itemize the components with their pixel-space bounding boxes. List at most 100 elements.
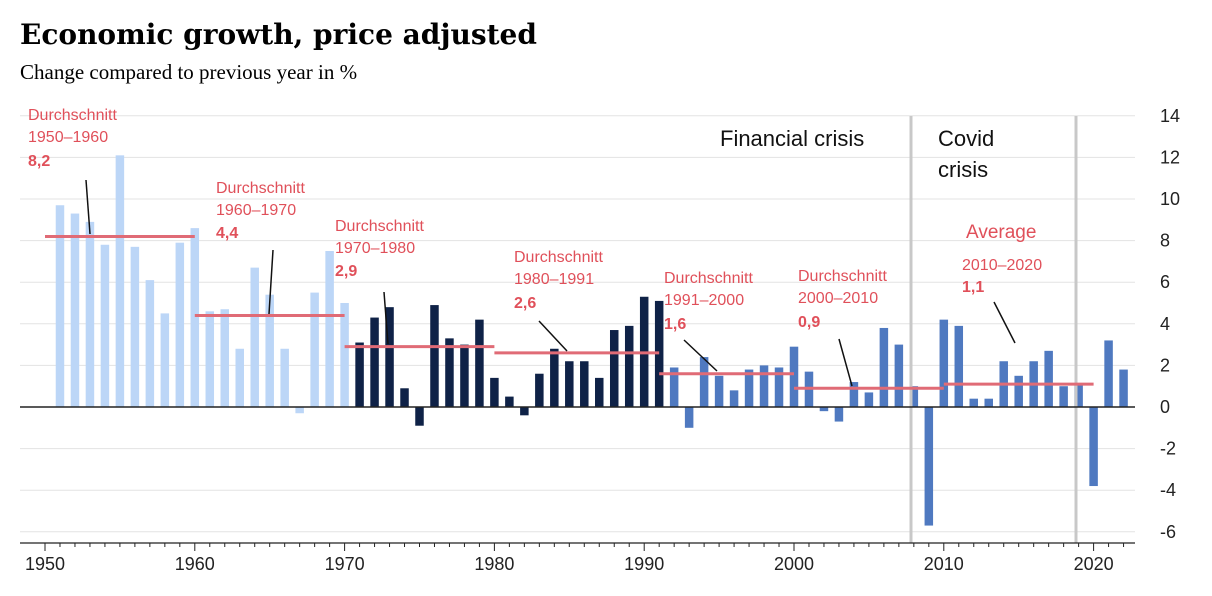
bar-1979 bbox=[475, 319, 484, 407]
bar-1954 bbox=[100, 244, 110, 407]
bar-1970 bbox=[340, 303, 349, 407]
leader-line bbox=[268, 249, 274, 315]
avg-value: 1,1 bbox=[962, 279, 984, 296]
bar-1978 bbox=[460, 344, 469, 407]
bar-1971 bbox=[355, 342, 364, 407]
bar-1985 bbox=[565, 361, 574, 407]
avg-value: 4,4 bbox=[216, 225, 238, 242]
bar-2020 bbox=[1089, 407, 1098, 487]
bar-2003 bbox=[834, 407, 844, 422]
x-tick-label: 2000 bbox=[774, 554, 814, 574]
bar-2005 bbox=[864, 392, 874, 407]
avg-annotation-2000: Durchschnitt 2000–2010 0,9 bbox=[798, 268, 887, 331]
bar-1951 bbox=[55, 205, 65, 407]
bar-2017 bbox=[1044, 350, 1053, 407]
leader-line bbox=[383, 291, 389, 345]
bar-1966 bbox=[280, 348, 289, 407]
bar-1964 bbox=[250, 267, 259, 407]
bar-1983 bbox=[535, 373, 544, 407]
y-tick-label: 10 bbox=[1160, 189, 1180, 209]
bar-1974 bbox=[400, 388, 409, 407]
bar-2012 bbox=[969, 398, 979, 407]
avg-value: 2,9 bbox=[335, 263, 357, 280]
bar-1987 bbox=[595, 377, 604, 407]
bar-2000 bbox=[789, 346, 799, 407]
bar-2006 bbox=[879, 327, 889, 407]
crisis-label-financial: Financial crisis bbox=[720, 126, 864, 151]
bar-1967 bbox=[295, 407, 304, 414]
bar-1986 bbox=[580, 361, 589, 407]
bar-1952 bbox=[70, 213, 80, 407]
bar-2007 bbox=[894, 344, 904, 407]
bar-2015 bbox=[1014, 375, 1023, 407]
bar-1989 bbox=[624, 325, 634, 407]
bar-1997 bbox=[744, 369, 754, 407]
avg-period: 1970–1980 bbox=[335, 240, 415, 257]
bar-1963 bbox=[235, 348, 244, 407]
bar-1961 bbox=[205, 311, 215, 407]
avg-period: 1960–1970 bbox=[216, 202, 296, 219]
avg-value: 1,6 bbox=[664, 316, 686, 333]
x-tick-label: 1970 bbox=[325, 554, 365, 574]
leader-line bbox=[993, 301, 1016, 344]
avg-label: Durchschnitt bbox=[335, 218, 424, 235]
avg-period: 1950–1960 bbox=[28, 129, 108, 146]
bar-1962 bbox=[220, 309, 230, 407]
bar-1959 bbox=[175, 242, 185, 407]
avg-annotation-1970: Durchschnitt 1970–1980 2,9 bbox=[335, 218, 424, 280]
bar-2013 bbox=[984, 398, 993, 407]
bar-2004 bbox=[849, 382, 859, 407]
avg-annotation-2010: Average 2010–2020 1,1 bbox=[962, 222, 1042, 296]
bar-1969 bbox=[325, 251, 334, 407]
bar-1998 bbox=[759, 365, 769, 407]
bar-2008 bbox=[909, 386, 919, 407]
bar-1972 bbox=[370, 317, 379, 407]
bar-1956 bbox=[130, 246, 140, 407]
y-tick-label: 4 bbox=[1160, 314, 1170, 334]
avg-annotation-1960: Durchschnitt 1960–1970 4,4 bbox=[216, 180, 305, 242]
bar-1968 bbox=[310, 292, 319, 407]
avg-value: 0,9 bbox=[798, 314, 820, 331]
avg-label: Durchschnitt bbox=[216, 180, 305, 197]
bar-1981 bbox=[505, 396, 514, 407]
bar-1977 bbox=[445, 338, 454, 407]
bar-1982 bbox=[520, 407, 529, 416]
bar-1957 bbox=[145, 280, 155, 407]
bar-1992 bbox=[669, 367, 679, 407]
average-lines bbox=[45, 234, 1094, 390]
avg-value: 8,2 bbox=[28, 153, 50, 170]
bar-1980 bbox=[490, 377, 499, 407]
leader-line bbox=[538, 320, 568, 352]
x-tick-label: 2020 bbox=[1074, 554, 1114, 574]
leader-lines bbox=[85, 179, 1016, 387]
avg-annotation-1991: Durchschnitt 1991–2000 1,6 bbox=[664, 270, 753, 333]
avg-period: 1991–2000 bbox=[664, 292, 744, 309]
chart-subtitle: Change compared to previous year in % bbox=[20, 60, 358, 84]
crisis-markers bbox=[909, 116, 1078, 543]
leader-line bbox=[838, 338, 853, 387]
avg-label: Durchschnitt bbox=[28, 107, 117, 124]
crisis-label-covid-line1: Covid bbox=[938, 126, 994, 151]
bar-2011 bbox=[954, 325, 964, 407]
y-tick-label: -4 bbox=[1160, 480, 1176, 500]
bar-1975 bbox=[415, 407, 424, 426]
bar-2018 bbox=[1059, 386, 1068, 407]
y-tick-label: -6 bbox=[1160, 522, 1176, 542]
leader-line bbox=[85, 179, 91, 235]
bar-2009 bbox=[924, 407, 934, 526]
leader-line bbox=[683, 339, 718, 372]
crisis-label-covid-line2: crisis bbox=[938, 157, 988, 182]
y-tick-label: -2 bbox=[1160, 439, 1176, 459]
x-tick-label: 1960 bbox=[175, 554, 215, 574]
y-tick-label: 2 bbox=[1160, 355, 1170, 375]
avg-label: Average bbox=[966, 222, 1036, 243]
bar-1995 bbox=[714, 375, 724, 407]
avg-label: Durchschnitt bbox=[514, 249, 603, 266]
bar-1988 bbox=[609, 330, 619, 407]
bar-1996 bbox=[729, 390, 739, 407]
bar-1994 bbox=[699, 357, 709, 407]
bar-1958 bbox=[160, 313, 170, 407]
bar-1976 bbox=[430, 305, 439, 407]
bar-1993 bbox=[684, 407, 694, 428]
